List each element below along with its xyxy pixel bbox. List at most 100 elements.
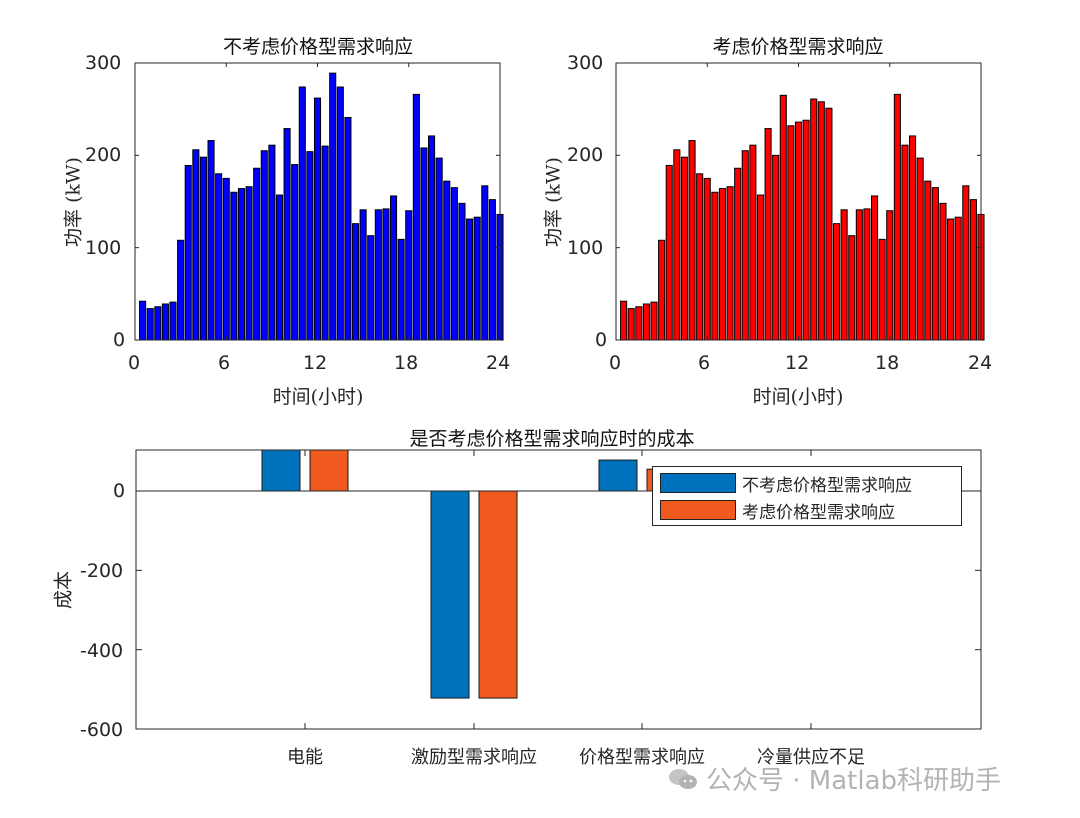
bar [939, 202, 947, 341]
bar [199, 156, 207, 341]
bar [351, 223, 360, 341]
bar [336, 86, 344, 341]
bar [245, 186, 253, 341]
wechat-icon [668, 767, 698, 791]
bar [306, 151, 314, 341]
bar [726, 186, 734, 341]
chart3-ytick: -200 [80, 560, 124, 582]
bar [435, 157, 443, 341]
bar [169, 301, 177, 341]
bar [764, 128, 772, 341]
bar [237, 188, 246, 341]
chart2-xtick: 12 [785, 352, 810, 374]
bar [871, 195, 879, 341]
bar [680, 156, 688, 341]
chart3-title: 是否考虑价格型需求响应时的成本 [409, 428, 695, 450]
legend-label: 不考虑价格型需求响应 [742, 475, 912, 496]
bar [260, 150, 268, 341]
chart3-ytick: -400 [80, 640, 124, 662]
bar [192, 149, 200, 341]
legend-swatch-blue [660, 473, 736, 493]
bar [787, 125, 795, 341]
chart1-ytick: 100 [85, 237, 122, 259]
bar [886, 210, 894, 341]
bar [275, 194, 284, 341]
legend-item: 考虑价格型需求响应 [660, 498, 895, 523]
bar [207, 140, 215, 341]
legend-item: 不考虑价格型需求响应 [660, 471, 912, 496]
bar [772, 154, 780, 341]
bar [443, 180, 451, 341]
bar [154, 306, 162, 341]
chart1-xtick: 18 [394, 352, 419, 374]
bar [916, 157, 924, 341]
bar [673, 149, 681, 341]
bar [488, 199, 496, 341]
bar [909, 135, 917, 341]
chart1-xlabel: 时间(小时) [272, 386, 364, 408]
bar [832, 223, 841, 341]
chart2-xtick: 24 [968, 352, 993, 374]
bar [268, 144, 276, 341]
bar [466, 218, 474, 341]
bar [329, 72, 337, 341]
bar [161, 303, 169, 341]
chart1-ytick: 300 [85, 52, 122, 74]
chart1-xtick: 12 [303, 352, 328, 374]
legend-label: 考虑价格型需求响应 [742, 502, 895, 523]
bar [779, 94, 787, 341]
bar [177, 239, 185, 341]
bar [855, 209, 863, 341]
bar [650, 301, 658, 341]
bar [718, 188, 727, 341]
chart1-xtick: 6 [218, 352, 231, 374]
bar [954, 216, 962, 341]
chart1-title: 不考虑价格型需求响应 [222, 36, 414, 58]
watermark: 公众号 · Matlab科研助手 [668, 760, 1001, 797]
chart2-ytick: 200 [567, 144, 604, 166]
bar [863, 208, 871, 341]
bar [309, 449, 349, 492]
chart1-ytick: 200 [85, 144, 122, 166]
bar [222, 177, 230, 341]
bar [696, 173, 704, 341]
legend-swatch-orange [660, 500, 736, 520]
bar [382, 208, 390, 341]
bar [665, 164, 673, 341]
bar [478, 490, 518, 699]
chart3-ytick: 0 [113, 480, 126, 502]
chart3-ytick: -600 [80, 719, 124, 741]
chart2-xtick: 0 [609, 352, 622, 374]
bar [412, 93, 420, 341]
bar [893, 93, 901, 341]
bar [924, 180, 932, 341]
bar [962, 185, 970, 341]
bar [931, 187, 939, 341]
bar [901, 144, 909, 341]
chart2-xlabel: 时间(小时) [752, 386, 844, 408]
bar [291, 164, 299, 341]
bar [688, 140, 696, 341]
bar [283, 128, 291, 341]
bar [405, 210, 413, 341]
chart1-ytick: 0 [113, 329, 126, 351]
bar [756, 194, 765, 341]
bar [840, 209, 848, 341]
chart3-legend: 不考虑价格型需求响应 考虑价格型需求响应 [652, 466, 962, 526]
chart1-xtick: 24 [486, 352, 511, 374]
bar [741, 150, 749, 341]
bar [711, 191, 719, 341]
bar [359, 209, 367, 341]
chart2-xtick: 18 [875, 352, 900, 374]
bar [703, 177, 711, 341]
bar [817, 101, 825, 341]
chart3-category: 冷量供应不足 [757, 747, 865, 768]
bar [397, 238, 405, 341]
bar [878, 238, 886, 341]
bar [658, 239, 666, 341]
bar [620, 300, 628, 341]
bar [627, 308, 635, 341]
bar [810, 98, 818, 341]
bar [321, 145, 329, 341]
